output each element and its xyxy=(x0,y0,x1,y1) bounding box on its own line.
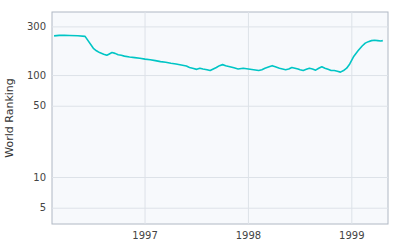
y-tick-label: 5 xyxy=(40,202,46,213)
y-grid-line xyxy=(52,106,388,107)
y-tick-label: 100 xyxy=(27,70,46,81)
y-tick-label: 300 xyxy=(27,21,46,32)
line xyxy=(54,35,383,72)
x-tick-label: 1999 xyxy=(339,230,364,241)
chart: 5 10 50 100 300 1997 1998 1999 World Ranking xyxy=(0,0,400,250)
x-grid-line xyxy=(351,12,352,224)
x-grid-line xyxy=(145,12,146,224)
y-axis-label: World Ranking xyxy=(3,78,16,158)
plot-frame xyxy=(52,12,388,224)
y-grid-line xyxy=(52,26,388,27)
x-grid-line xyxy=(248,12,249,224)
x-tick-label: 1997 xyxy=(132,230,157,241)
y-grid-line xyxy=(52,75,388,76)
x-tick-label: 1998 xyxy=(236,230,261,241)
y-tick-label: 50 xyxy=(33,100,46,111)
axes: 5 10 50 100 300 1997 1998 1999 xyxy=(27,21,365,241)
grid xyxy=(52,12,388,224)
data xyxy=(54,35,383,72)
y-tick-label: 10 xyxy=(33,172,46,183)
y-grid-line xyxy=(52,177,388,178)
y-grid-line xyxy=(52,208,388,209)
